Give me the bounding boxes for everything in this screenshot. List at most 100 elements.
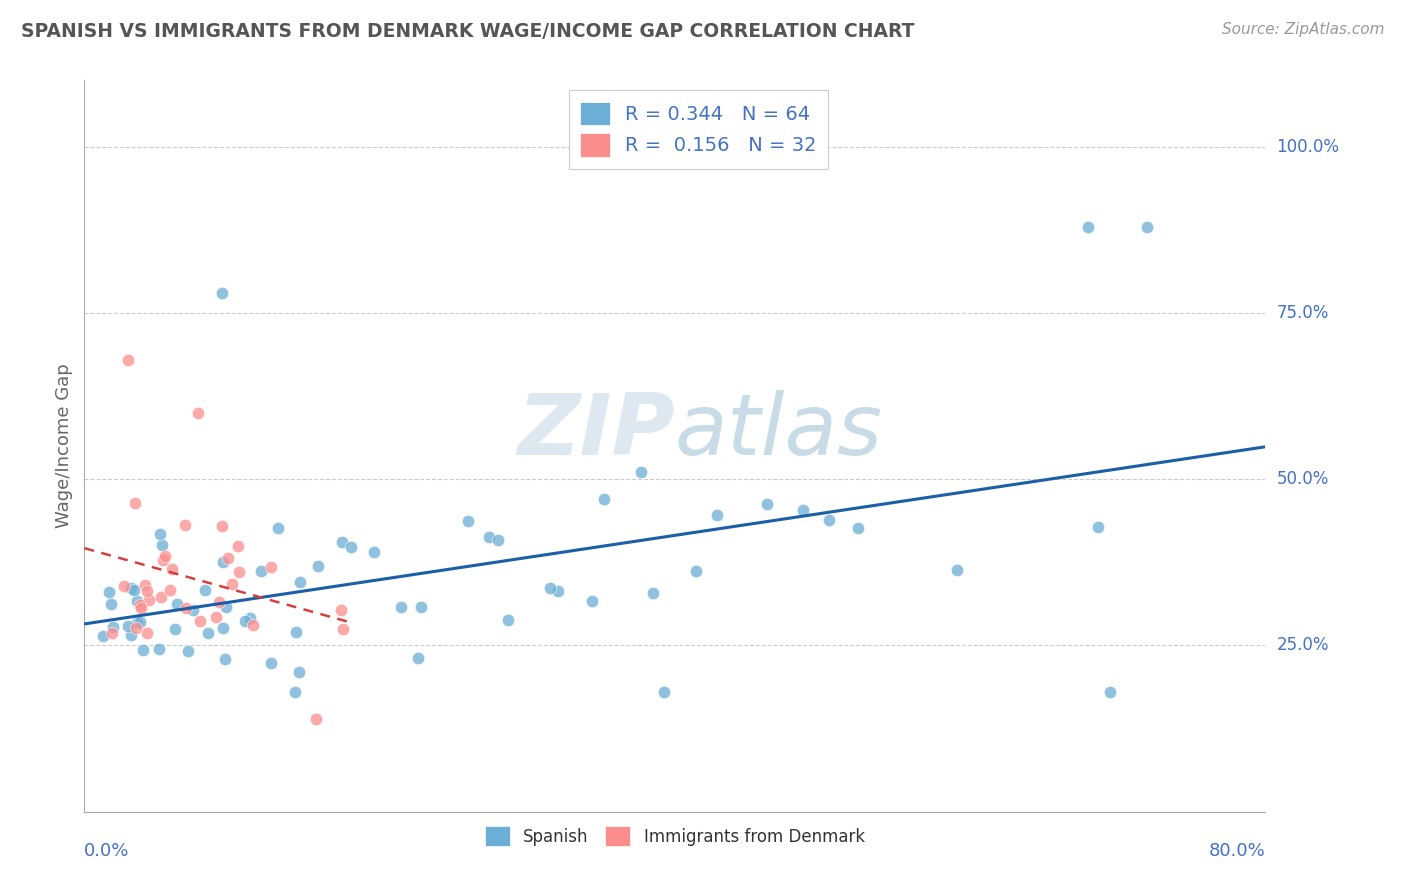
Point xyxy=(120,628,142,642)
Point xyxy=(581,593,603,607)
Point xyxy=(187,406,209,420)
Point xyxy=(260,656,283,670)
Point xyxy=(134,578,156,592)
Text: SPANISH VS IMMIGRANTS FROM DENMARK WAGE/INCOME GAP CORRELATION CHART: SPANISH VS IMMIGRANTS FROM DENMARK WAGE/… xyxy=(21,22,914,41)
Point xyxy=(125,594,148,608)
Point xyxy=(129,615,152,630)
Point xyxy=(486,533,509,547)
Point xyxy=(211,519,233,533)
Point xyxy=(163,622,186,636)
Point xyxy=(308,558,330,573)
Point xyxy=(340,541,363,555)
Point xyxy=(409,600,432,615)
Text: 25.0%: 25.0% xyxy=(1277,637,1329,655)
Point xyxy=(848,521,870,535)
Text: 0.0%: 0.0% xyxy=(84,842,129,860)
Point xyxy=(284,625,307,640)
Point xyxy=(226,539,249,553)
Point xyxy=(1099,685,1122,699)
Point xyxy=(214,600,236,615)
Point xyxy=(330,534,353,549)
Y-axis label: Wage/Income Gap: Wage/Income Gap xyxy=(55,364,73,528)
Point xyxy=(217,550,239,565)
Point xyxy=(101,625,124,640)
Point xyxy=(242,618,264,632)
Point xyxy=(159,583,181,598)
Point xyxy=(1136,219,1159,234)
Point xyxy=(267,520,290,534)
Point xyxy=(148,641,170,656)
Text: 50.0%: 50.0% xyxy=(1277,470,1329,488)
Point xyxy=(477,531,499,545)
Point xyxy=(197,625,219,640)
Point xyxy=(547,583,569,598)
Point xyxy=(288,574,311,589)
Text: atlas: atlas xyxy=(675,390,883,473)
Point xyxy=(97,585,120,599)
Point xyxy=(817,513,839,527)
Point xyxy=(177,643,200,657)
Point xyxy=(124,496,146,510)
Point xyxy=(125,616,148,631)
Point xyxy=(756,497,779,511)
Text: 80.0%: 80.0% xyxy=(1209,842,1265,860)
Point xyxy=(332,622,354,636)
Point xyxy=(124,582,146,597)
Point xyxy=(652,685,675,699)
Point xyxy=(214,652,236,666)
Point xyxy=(112,579,135,593)
Point xyxy=(136,626,159,640)
Point xyxy=(166,598,188,612)
Point xyxy=(101,620,124,634)
Point xyxy=(150,538,173,552)
Point xyxy=(176,601,198,615)
Point xyxy=(1077,219,1099,234)
Point xyxy=(138,592,160,607)
Point xyxy=(152,552,174,566)
Point xyxy=(120,581,142,595)
Point xyxy=(305,712,328,726)
Point xyxy=(284,685,307,699)
Point xyxy=(235,615,257,629)
Point xyxy=(221,577,243,591)
Point xyxy=(132,642,155,657)
Point xyxy=(212,621,235,635)
Point xyxy=(792,502,814,516)
Point xyxy=(129,599,152,613)
Point xyxy=(287,665,309,679)
Point xyxy=(706,508,728,522)
Point xyxy=(160,562,183,576)
Point xyxy=(135,583,157,598)
Point xyxy=(208,595,231,609)
Point xyxy=(183,603,205,617)
Point xyxy=(363,545,385,559)
Point xyxy=(641,586,664,600)
Text: ZIP: ZIP xyxy=(517,390,675,473)
Point xyxy=(150,590,173,604)
Point xyxy=(250,564,273,578)
Point xyxy=(211,286,233,301)
Point xyxy=(630,466,652,480)
Point xyxy=(125,621,148,635)
Point xyxy=(496,613,519,627)
Point xyxy=(1087,520,1109,534)
Point xyxy=(593,492,616,507)
Point xyxy=(194,582,217,597)
Point xyxy=(685,564,707,578)
Text: 100.0%: 100.0% xyxy=(1277,137,1340,156)
Point xyxy=(330,602,353,616)
Point xyxy=(259,560,281,574)
Point xyxy=(100,597,122,611)
Point xyxy=(406,651,429,665)
Point xyxy=(212,555,235,569)
Point xyxy=(228,565,250,579)
Point xyxy=(239,611,262,625)
Point xyxy=(188,614,211,628)
Point xyxy=(538,581,561,595)
Point xyxy=(117,352,139,367)
Point xyxy=(155,549,177,564)
Point xyxy=(93,629,115,643)
Point xyxy=(389,600,412,615)
Text: 75.0%: 75.0% xyxy=(1277,304,1329,322)
Point xyxy=(946,563,969,577)
